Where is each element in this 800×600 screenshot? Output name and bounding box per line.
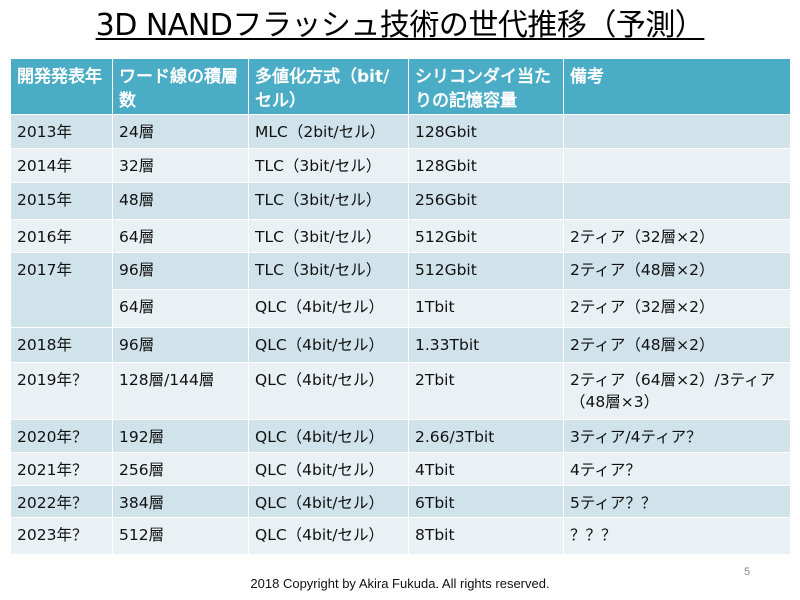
table-row: 2013年 24層 MLC（2bit/セル） 128Gbit <box>10 114 791 149</box>
table-row: 2019年？ 128層/144層 QLC（4bit/セル） 2Tbit 2ティア… <box>10 362 791 420</box>
cell-note <box>563 114 791 149</box>
cell-layers: 128層/144層 <box>112 362 249 420</box>
cell-method: QLC（4bit/セル） <box>248 485 409 518</box>
cell-note <box>563 148 791 183</box>
cell-year: 2021年？ <box>10 452 113 486</box>
cell-note: 3ティア/4ティア？ <box>563 419 791 453</box>
cell-year: 2015年 <box>10 182 113 220</box>
cell-layers: 96層 <box>112 252 249 290</box>
cell-year: 2018年 <box>10 327 113 363</box>
cell-layers: 512層 <box>112 517 249 555</box>
cell-capacity: 2.66/3Tbit <box>408 419 564 453</box>
cell-method: QLC（4bit/セル） <box>248 517 409 555</box>
table-row: 2021年？ 256層 QLC（4bit/セル） 4Tbit 4ティア？ <box>10 452 791 486</box>
cell-capacity: 1.33Tbit <box>408 327 564 363</box>
cell-method: QLC（4bit/セル） <box>248 289 409 328</box>
cell-layers: 24層 <box>112 114 249 149</box>
table-row: 64層 QLC（4bit/セル） 1Tbit 2ティア（32層×2） <box>11 289 791 328</box>
cell-year: 2022年？ <box>10 485 113 518</box>
cell-layers: 384層 <box>112 485 249 518</box>
table-row: 2015年 48層 TLC（3bit/セル） 256Gbit <box>10 182 791 220</box>
cell-note: 2ティア（32層×2） <box>563 219 791 253</box>
cell-capacity: 6Tbit <box>408 485 564 518</box>
cell-method: QLC（4bit/セル） <box>248 452 409 486</box>
header-capacity: シリコンダイ当たりの記憶容量 <box>408 58 564 115</box>
header-year: 開発発表年 <box>10 58 113 115</box>
table-row: 2023年？ 512層 QLC（4bit/セル） 8Tbit ？？？ <box>10 517 791 555</box>
table-row: 2018年 96層 QLC（4bit/セル） 1.33Tbit 2ティア（48層… <box>10 327 791 363</box>
cell-capacity: 128Gbit <box>408 148 564 183</box>
cell-note: 5ティア？？ <box>563 485 791 518</box>
cell-note <box>563 182 791 220</box>
header-note: 備考 <box>563 58 791 115</box>
cell-capacity: 1Tbit <box>408 289 564 328</box>
cell-method: TLC（3bit/セル） <box>248 219 409 253</box>
cell-layers: 64層 <box>112 289 249 328</box>
table-row: 2014年 32層 TLC（3bit/セル） 128Gbit <box>10 148 791 183</box>
cell-year: 2016年 <box>10 219 113 253</box>
cell-method: TLC（3bit/セル） <box>248 252 409 290</box>
cell-note: 2ティア（32層×2） <box>563 289 791 328</box>
cell-method: MLC（2bit/セル） <box>248 114 409 149</box>
table-header-row: 開発発表年 ワード線の積層数 多値化方式（bit/セル） シリコンダイ当たりの記… <box>10 58 791 115</box>
cell-capacity: 2Tbit <box>408 362 564 420</box>
cell-layers: 192層 <box>112 419 249 453</box>
cell-note: 2ティア（64層×2）/3ティア（48層×3） <box>563 362 791 420</box>
cell-year: 2013年 <box>10 114 113 149</box>
copyright-footer: 2018 Copyright by Akira Fukuda. All righ… <box>250 576 550 591</box>
cell-method: TLC（3bit/セル） <box>248 182 409 220</box>
cell-layers: 32層 <box>112 148 249 183</box>
page-number: 5 <box>744 566 751 578</box>
header-method: 多値化方式（bit/セル） <box>248 58 409 115</box>
cell-layers: 64層 <box>112 219 249 253</box>
cell-capacity: 256Gbit <box>408 182 564 220</box>
cell-method: QLC（4bit/セル） <box>248 362 409 420</box>
nand-generation-table: 開発発表年 ワード線の積層数 多値化方式（bit/セル） シリコンダイ当たりの記… <box>10 58 791 555</box>
cell-note: 2ティア（48層×2） <box>563 327 791 363</box>
cell-method: QLC（4bit/セル） <box>248 327 409 363</box>
header-layers: ワード線の積層数 <box>112 58 249 115</box>
cell-year: 2014年 <box>10 148 113 183</box>
cell-capacity: 8Tbit <box>408 517 564 555</box>
cell-capacity: 512Gbit <box>408 252 564 290</box>
cell-year: 2020年？ <box>10 419 113 453</box>
cell-year: 2019年？ <box>10 362 113 420</box>
cell-method: QLC（4bit/セル） <box>248 419 409 453</box>
cell-year: 2017年 <box>10 252 113 328</box>
slide-title: 3D NANDフラッシュ技術の世代推移（予測） <box>95 8 705 43</box>
cell-capacity: 4Tbit <box>408 452 564 486</box>
cell-note: 4ティア？ <box>563 452 791 486</box>
cell-year: 2023年？ <box>10 517 113 555</box>
cell-note: ？？？ <box>563 517 791 555</box>
cell-layers: 96層 <box>112 327 249 363</box>
cell-capacity: 512Gbit <box>408 219 564 253</box>
table-row: 2017年 96層 TLC（3bit/セル） 512Gbit 2ティア（48層×… <box>10 252 791 328</box>
table-row: 2020年？ 192層 QLC（4bit/セル） 2.66/3Tbit 3ティア… <box>10 419 791 453</box>
cell-note: 2ティア（48層×2） <box>563 252 791 290</box>
cell-capacity: 128Gbit <box>408 114 564 149</box>
cell-layers: 256層 <box>112 452 249 486</box>
table-row: 2022年？ 384層 QLC（4bit/セル） 6Tbit 5ティア？？ <box>10 485 791 518</box>
table-row: 2016年 64層 TLC（3bit/セル） 512Gbit 2ティア（32層×… <box>10 219 791 253</box>
cell-method: TLC（3bit/セル） <box>248 148 409 183</box>
cell-layers: 48層 <box>112 182 249 220</box>
